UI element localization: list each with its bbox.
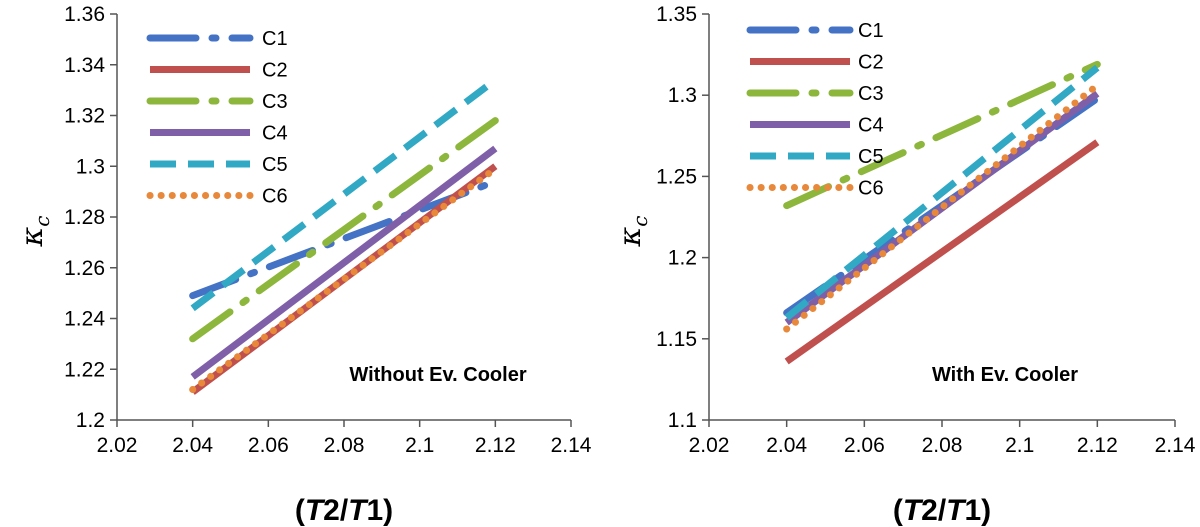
legend-label-c2: C2: [262, 60, 288, 82]
x-tick-label: 2.06: [844, 434, 885, 457]
x-tick-label: 2.1: [405, 434, 434, 457]
y-tick-label: 1.34: [64, 54, 105, 77]
legend-label-c5: C5: [858, 146, 884, 168]
y-axis-title: κc: [613, 216, 652, 248]
series-line-c6: [189, 165, 499, 394]
legend-label-c4: C4: [858, 115, 884, 137]
x-tick-label: 2.08: [324, 434, 365, 457]
y-tick-label: 1.1: [668, 409, 697, 432]
series-line-c2: [784, 139, 1100, 365]
y-tick-label: 1.15: [656, 328, 697, 351]
x-tick-label: 2.14: [551, 434, 592, 457]
y-tick-label: 1.36: [64, 3, 105, 26]
x-tick-label: 2.04: [172, 434, 213, 457]
legend-label-c2: C2: [858, 52, 884, 74]
series-line-c5: [190, 77, 498, 312]
panel-annotation: Without Ev. Cooler: [349, 364, 526, 386]
x-tick-label: 2.08: [922, 434, 963, 457]
legend-label-c1: C1: [858, 20, 884, 42]
x-tick-label: 2.06: [248, 434, 289, 457]
chart-panel-without-cooler: 1.2 1.22 1.24 1.26 1.28 1.3 1.32 1.34 1.36 2.02 2.…: [15, 3, 592, 527]
legend-label-c6: C6: [262, 186, 288, 208]
y-tick-label: 1.35: [656, 3, 697, 26]
y-tick-label: 1.2: [76, 409, 105, 432]
y-tick-label: 1.3: [76, 155, 105, 178]
legend-label-c4: C4: [262, 123, 288, 145]
x-tick-label: 2.02: [689, 434, 730, 457]
legend-label-c3: C3: [262, 91, 288, 113]
legend-label-c3: C3: [858, 83, 884, 105]
x-tick-label: 2.12: [1077, 434, 1118, 457]
x-tick-label: 2.02: [97, 434, 138, 457]
y-tick-label: 1.26: [64, 257, 105, 280]
y-tick-label: 1.32: [64, 105, 105, 128]
series-line-c6: [783, 81, 1101, 333]
series-line-c3: [783, 60, 1101, 210]
y-tick-label: 1.25: [656, 165, 697, 188]
x-tick-label: 2.14: [1155, 434, 1196, 457]
panel-annotation: With Ev. Cooler: [932, 364, 1078, 386]
legend-label-c6: C6: [858, 178, 884, 200]
x-axis-title: (T2/T1): [295, 494, 393, 527]
x-tick-label: 2.04: [766, 434, 807, 457]
x-axis-title: (T2/T1): [893, 494, 991, 527]
y-axis-title: κc: [15, 216, 54, 248]
y-tick-label: 1.22: [64, 358, 105, 381]
chart-panel-with-cooler: 1.1 1.15 1.2 1.25 1.3 1.35 2.02 2.04 2.06 2.08 2.1…: [613, 3, 1196, 527]
series-line-c5: [784, 64, 1100, 321]
y-tick-label: 1.28: [64, 206, 105, 229]
y-tick-label: 1.2: [668, 247, 697, 270]
x-tick-label: 2.1: [1005, 434, 1034, 457]
y-tick-label: 1.24: [64, 308, 105, 331]
y-tick-label: 1.3: [668, 84, 697, 107]
legend-label-c5: C5: [262, 154, 288, 176]
series-line-c4: [190, 145, 498, 380]
series-line-c3: [189, 117, 499, 343]
legend-label-c1: C1: [262, 28, 288, 50]
x-tick-label: 2.12: [475, 434, 516, 457]
